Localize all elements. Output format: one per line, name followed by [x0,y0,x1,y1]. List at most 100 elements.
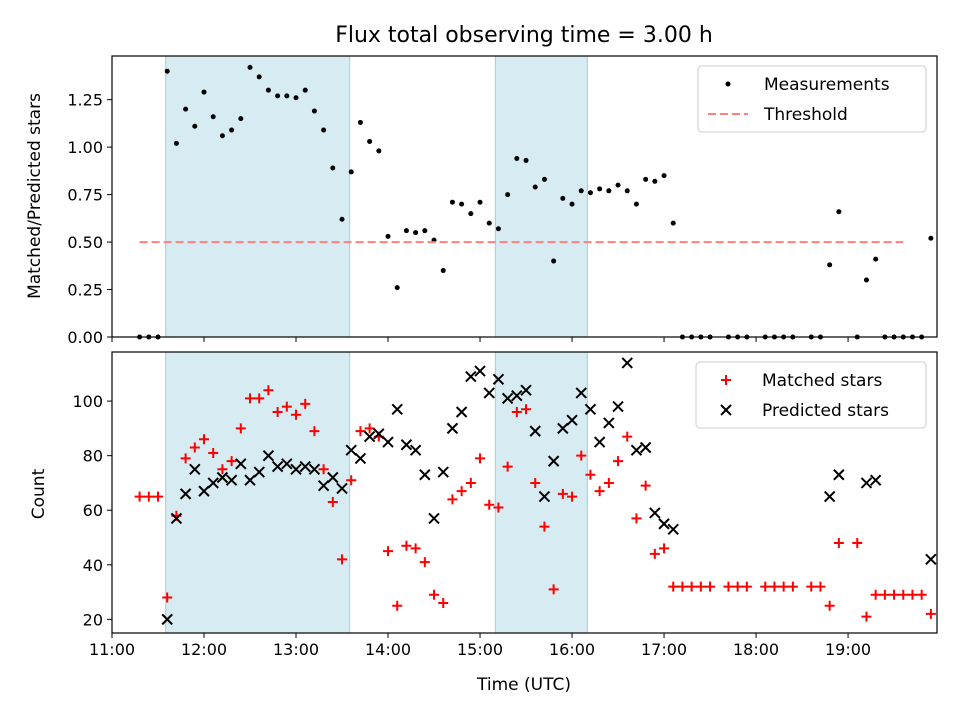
predicted-stars-point [455,406,468,418]
legend-label-measurements: Measurements [764,75,890,95]
predicted-stars-point [253,466,265,478]
matched-stars-point [548,584,559,595]
predicted-stars-point [474,365,486,377]
matched-stars-point [521,404,532,415]
predicted-stars-point [437,466,449,478]
predicted-stars-point [603,417,615,429]
predicted-stars-point [281,458,293,470]
predicted-stars-point [373,428,385,440]
matched-stars-point [318,464,329,475]
x-tick-label: 11:00 [89,640,135,659]
predicted-stars-point [170,512,183,525]
measurements-point [569,201,575,207]
matched-stars-point [355,426,366,437]
matched-stars-point [622,431,633,442]
predicted-stars-point [575,387,587,399]
axes-frame [111,351,938,634]
predicted-stars-point [667,523,679,536]
measurements-point [376,148,382,154]
matched-stars-point [153,491,164,502]
matched-stars-point [502,461,513,472]
measurements-point [827,262,833,268]
predicted-stars-point [584,403,597,415]
matched-stars-point [677,581,688,592]
predicted-stars-point [566,414,578,426]
predicted-stars-point [198,485,210,497]
measurements-point [311,108,317,114]
matched-stars-point [300,398,311,409]
predicted-stars-point [336,482,348,495]
legend-marker-predicted-stars [720,404,732,416]
predicted-stars-point [557,422,569,435]
predicted-stars-point [409,444,422,456]
matched-stars-point [346,475,357,486]
x-tick-label: 16:00 [549,640,595,659]
predicted-stars-point [501,392,514,405]
predicted-stars-point [262,449,275,462]
measurements-point [477,199,483,205]
x-tick-label: 14:00 [365,640,411,659]
matched-stars-point [530,477,541,488]
matched-stars-point [889,589,900,600]
predicted-stars-point [547,455,560,467]
matched-stars-point [162,592,173,603]
matched-stars-point [254,393,265,404]
matched-stars-point [465,477,476,488]
predicted-stars-point [658,518,670,530]
y-tick-label: 0.25 [67,281,103,300]
measurements-point [293,95,299,101]
measurements-point [459,201,465,207]
matched-stars-point [815,581,826,592]
measurements-point [541,176,547,182]
measurements-point [173,140,179,146]
matched-stars-point [226,456,237,467]
matched-stars-point [695,581,706,592]
measurements-point [275,93,281,99]
measurements-point [422,228,428,234]
predicted-stars-point [612,400,624,413]
measurements-point [321,127,327,133]
measurements-point [284,93,290,99]
matched-stars-point [272,407,283,418]
shaded-interval [165,351,351,634]
predicted-stars-point [179,488,192,500]
matched-stars-point [383,546,394,557]
legend-box [697,65,927,133]
matched-stars-point [787,581,798,592]
matched-stars-point [649,548,660,559]
predicted-stars-point [860,477,873,489]
matched-stars-point [741,581,752,592]
shaded-interval [494,55,588,338]
measurements-point [670,220,676,226]
predicted-stars-point [216,471,229,484]
measurements-point [928,235,934,241]
measurements-point [201,89,207,95]
matched-stars-point [410,543,421,554]
predicted-stars-point [354,452,367,465]
matched-stars-point [199,434,210,445]
predicted-stars-point [833,469,845,481]
matched-stars-point [245,393,256,404]
measurements-point [587,190,593,196]
predicted-stars-point [446,422,459,435]
matched-stars-point [916,589,927,600]
y-tick-label: 1.25 [67,91,103,110]
measurements-point [440,268,446,274]
predicted-stars-point [327,471,339,484]
matched-stars-point [833,537,844,548]
predicted-stars-point [290,463,302,476]
measurements-point [256,74,262,80]
measurements-point [339,216,345,222]
shaded-interval [165,55,351,338]
measurements-point [873,256,879,262]
matched-stars-point [263,385,274,396]
matched-stars-point [419,557,430,568]
matched-stars-point [852,537,863,548]
predicted-stars-point [621,357,633,369]
predicted-stars-point [593,436,606,448]
x-tick-label: 15:00 [457,640,503,659]
matched-stars-point [392,600,403,611]
y-tick-label: 0.75 [67,186,103,205]
matched-stars-point [291,409,302,420]
matched-stars-point [281,401,292,412]
